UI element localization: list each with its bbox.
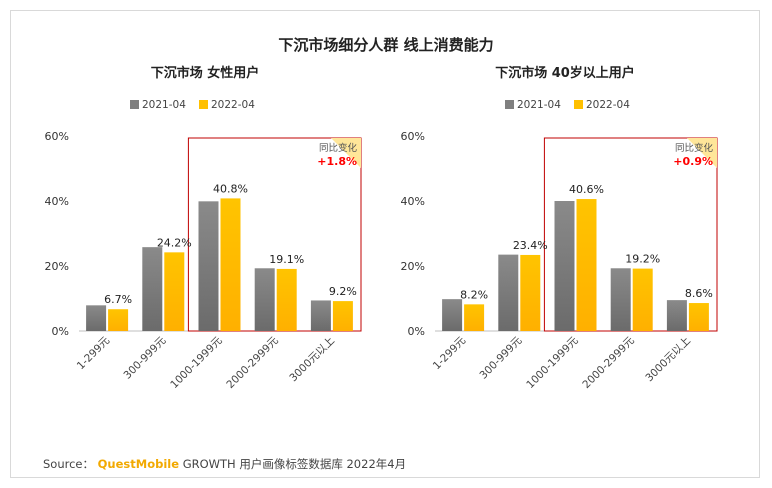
change-label: 同比变化 [319, 142, 358, 154]
data-label: 9.2% [329, 285, 357, 298]
y-tick-label: 20% [401, 260, 425, 273]
x-tick-label: 1000-1999元 [524, 334, 581, 391]
data-label: 40.6% [569, 183, 604, 196]
data-label: 19.2% [625, 253, 660, 266]
bar-2021 [554, 201, 575, 331]
bar-2021 [254, 268, 275, 331]
data-label: 40.8% [213, 182, 248, 195]
bar-2021 [142, 247, 163, 331]
y-tick-label: 0% [408, 325, 425, 338]
source-prefix: Source： [43, 457, 94, 471]
y-tick-label: 60% [401, 130, 425, 143]
data-label: 8.2% [460, 288, 488, 301]
source-brand: QuestMobile [97, 457, 180, 471]
x-tick-label: 1-299元 [431, 334, 469, 372]
change-value: +1.8% [317, 155, 357, 168]
bar-2022 [576, 199, 597, 331]
highlight-corner [687, 138, 717, 168]
y-tick-label: 0% [52, 325, 69, 338]
chart-title: 下沉市场 女性用户 [151, 65, 260, 81]
source-rest: GROWTH 用户画像标签数据库 2022年4月 [182, 457, 407, 471]
legend-swatch-2021 [505, 100, 514, 109]
bar-2022 [632, 268, 653, 331]
bar-2022 [164, 252, 185, 331]
bar-2022 [520, 254, 541, 331]
bar-2022 [332, 301, 353, 331]
x-tick-label: 300-999元 [477, 334, 524, 381]
change-value: +0.9% [673, 155, 713, 168]
bar-2021 [198, 201, 219, 331]
bar-2022 [276, 268, 297, 331]
highlight-corner [331, 138, 361, 168]
y-tick-label: 40% [45, 195, 69, 208]
bar-2021 [442, 299, 463, 331]
bar-2022 [464, 304, 485, 331]
bar-2021 [666, 300, 687, 331]
y-tick-label: 40% [401, 195, 425, 208]
y-tick-label: 20% [45, 260, 69, 273]
legend-label-2022: 2022-04 [586, 99, 630, 111]
data-label: 19.1% [269, 253, 304, 266]
chart-title: 下沉市场 40岁以上用户 [495, 65, 635, 81]
data-label: 23.4% [513, 239, 548, 252]
bar-2021 [310, 300, 331, 331]
bar-2022 [220, 198, 241, 331]
legend-swatch-2022 [199, 100, 208, 109]
legend-swatch-2022 [574, 100, 583, 109]
bar-2021 [610, 268, 631, 331]
data-label: 6.7% [104, 293, 132, 306]
legend-label-2022: 2022-04 [211, 99, 255, 111]
legend-label-2021: 2021-04 [142, 99, 186, 111]
source-line: Source： QuestMobile GROWTH 用户画像标签数据库 202… [43, 456, 406, 472]
figure-frame [10, 10, 760, 478]
data-label: 24.2% [157, 236, 192, 249]
legend-swatch-2021 [130, 100, 139, 109]
bar-2022 [688, 303, 709, 331]
bar-2021 [498, 254, 519, 331]
bar-2022 [108, 309, 129, 331]
x-tick-label: 3000元以上 [643, 335, 693, 385]
x-tick-label: 2000-2999元 [580, 334, 637, 391]
legend-label-2021: 2021-04 [517, 99, 561, 111]
bar-2021 [86, 305, 107, 331]
y-tick-label: 60% [45, 130, 69, 143]
data-label: 8.6% [685, 287, 713, 300]
change-label: 同比变化 [675, 142, 714, 154]
main-title: 下沉市场细分人群 线上消费能力 [278, 36, 494, 54]
